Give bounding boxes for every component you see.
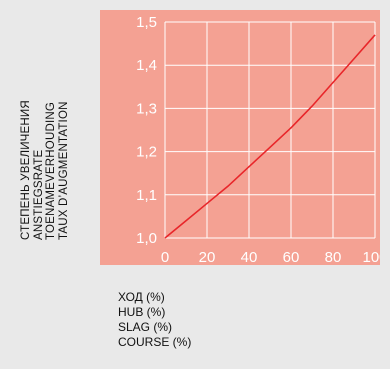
y-label-de: ANSTIEGSRATE (32, 149, 45, 240)
y-label-fr: TAUX D’AUGMENTATION (57, 101, 70, 240)
y-tick-label: 1,3 (136, 100, 157, 117)
x-tick-label: 0 (161, 249, 169, 265)
series-line (164, 34, 376, 239)
x-axis-label: ХОД (%) HUB (%) SLAG (%) COURSE (%) (118, 290, 191, 350)
x-tick-label: 100 (362, 249, 380, 265)
y-label-nl: TOENAMEVERHOUDING (45, 101, 57, 240)
plot-background (100, 10, 380, 265)
x-tick-label: 20 (199, 249, 216, 265)
x-label-ru: ХОД (%) (118, 290, 165, 304)
x-tick-label: 60 (283, 249, 300, 265)
y-axis-label: СТЕПЕНЬ УВЕЛИЧЕНИЯ ANSTIEGSRATE TOENAMEV… (20, 20, 84, 240)
grid (164, 21, 376, 239)
x-tick-label: 80 (325, 249, 342, 265)
x-tick-labels: 0 20 40 60 80 100 (161, 249, 380, 265)
x-tick-label: 40 (241, 249, 258, 265)
x-label-de: HUB (%) (118, 305, 166, 319)
y-tick-labels: 1,0 1,1 1,2 1,3 1,4 1,5 (136, 14, 157, 247)
y-label-ru: СТЕПЕНЬ УВЕЛИЧЕНИЯ (20, 100, 32, 240)
chart: 1,0 1,1 1,2 1,3 1,4 1,5 0 20 40 60 80 100 (100, 10, 380, 265)
y-tick-label: 1,4 (136, 57, 157, 74)
y-tick-label: 1,5 (136, 14, 157, 31)
y-tick-label: 1,2 (136, 144, 157, 161)
y-tick-label: 1,0 (136, 230, 157, 247)
x-label-fr: COURSE (%) (118, 335, 192, 349)
y-tick-label: 1,1 (136, 187, 157, 204)
x-label-nl: SLAG (%) (118, 320, 173, 334)
